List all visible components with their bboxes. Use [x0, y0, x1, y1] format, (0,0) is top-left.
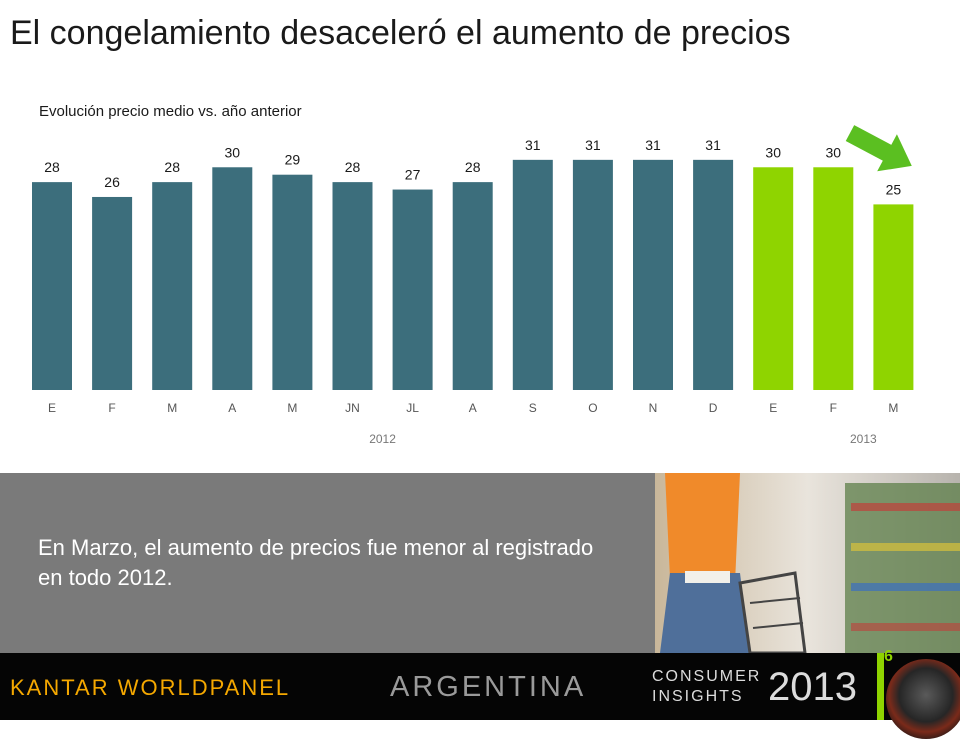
data-label: 28 [44, 159, 60, 175]
bar [512, 159, 553, 390]
data-label: 31 [585, 137, 601, 153]
highlight-message: En Marzo, el aumento de precios fue meno… [38, 535, 594, 590]
bar [272, 174, 313, 390]
data-label: 28 [164, 159, 180, 175]
footer-year: 2013 [768, 665, 857, 709]
x-tick-label: A [469, 401, 477, 415]
data-label: 31 [705, 137, 721, 153]
slide-title: El congelamiento desaceleró el aumento d… [10, 14, 791, 52]
bar [152, 182, 193, 390]
data-label: 26 [104, 174, 120, 190]
bar [392, 189, 433, 390]
bar [753, 167, 794, 390]
insights-line: INSIGHTS [652, 688, 744, 705]
x-tick-label: JL [406, 401, 419, 415]
x-tick-label: M [287, 401, 297, 415]
page-number: 6 [884, 648, 893, 665]
data-label: 29 [285, 152, 301, 168]
bar [693, 159, 734, 390]
x-tick-label: E [48, 401, 56, 415]
bar [92, 196, 133, 390]
data-label: 25 [886, 181, 902, 197]
bar [813, 167, 854, 390]
footer-bar: KANTAR WORLDPANEL ARGENTINA CONSUMER INS… [0, 648, 960, 739]
bar [633, 159, 673, 390]
x-tick-label: N [649, 401, 658, 415]
price-evolution-bar-chart: 28 26 28 30 29 28 27 28 31 31 31 31 30 30 25 E F M A M JN JL… [32, 137, 914, 446]
x-tick-label: A [228, 401, 236, 415]
bar [32, 182, 72, 390]
data-label: 27 [405, 167, 421, 183]
data-label: 30 [765, 144, 781, 160]
data-label: 28 [465, 159, 481, 175]
year-group-label: 2013 [850, 432, 877, 446]
x-tick-label: E [769, 401, 777, 415]
bar [332, 182, 373, 390]
bar [452, 182, 493, 390]
globe-image [886, 659, 960, 739]
accent-divider [877, 653, 884, 720]
x-tick-label: M [888, 401, 898, 415]
downward-trend-arrow-icon [845, 125, 912, 172]
x-tick-label: M [167, 401, 177, 415]
year-group-label: 2012 [369, 432, 396, 446]
consumer-line: CONSUMER [652, 668, 762, 685]
country-label: ARGENTINA [390, 671, 587, 703]
x-tick-label: O [588, 401, 597, 415]
data-label: 30 [826, 144, 842, 160]
supermarket-photo [655, 473, 960, 653]
x-tick-label: F [830, 401, 837, 415]
data-label: 31 [645, 137, 661, 153]
data-label: 30 [225, 144, 241, 160]
brand-logo: KANTAR WORLDPANEL [10, 675, 291, 700]
x-tick-label: D [709, 401, 718, 415]
x-tick-label: S [529, 401, 537, 415]
highlight-panel: En Marzo, el aumento de precios fue meno… [0, 473, 960, 653]
x-tick-label: F [108, 401, 115, 415]
x-tick-label: JN [345, 401, 360, 415]
bar [873, 204, 914, 390]
consumer-insights-label: CONSUMER INSIGHTS [652, 667, 761, 707]
bar [212, 167, 253, 390]
data-label: 31 [525, 137, 541, 153]
chart-subtitle: Evolución precio medio vs. año anterior [39, 103, 302, 120]
data-label: 28 [345, 159, 361, 175]
bar [572, 159, 613, 390]
